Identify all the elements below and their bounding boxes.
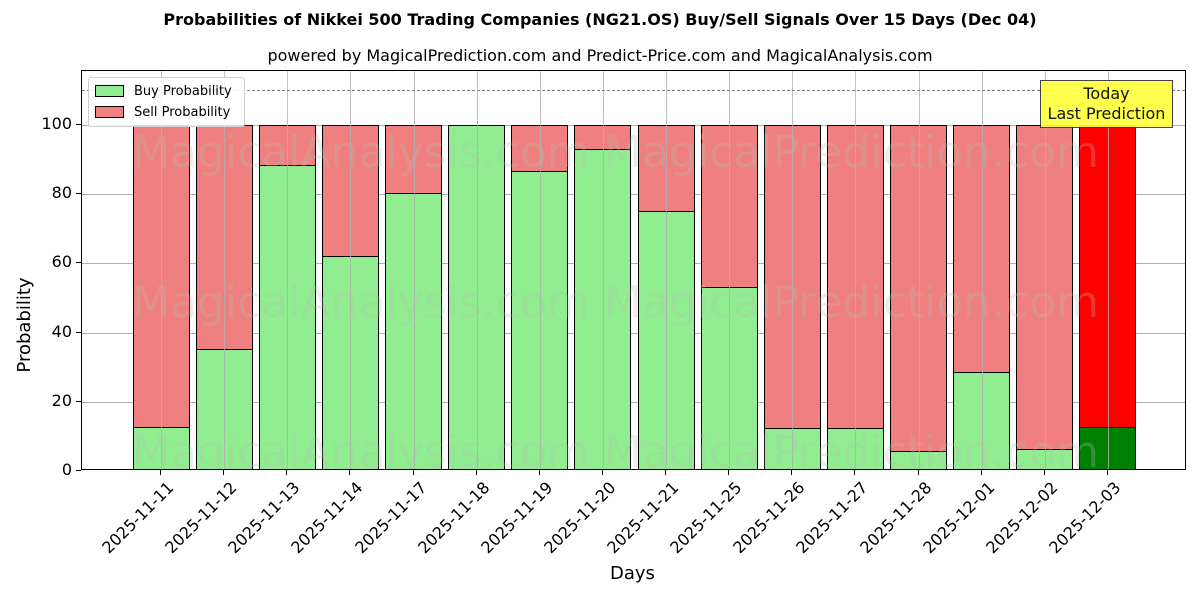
gridline-v xyxy=(224,71,226,469)
legend: Buy Probability Sell Probability xyxy=(88,77,245,127)
y-tick-label: 20 xyxy=(51,390,72,410)
x-axis-label: Days xyxy=(610,563,655,584)
gridline-v xyxy=(476,71,478,469)
x-tick-mark xyxy=(475,470,477,475)
y-tick-mark xyxy=(76,124,81,125)
x-tick-mark xyxy=(854,470,856,475)
gridline-v xyxy=(792,71,794,469)
buy-swatch-icon xyxy=(95,85,124,97)
gridline-h xyxy=(82,263,1185,265)
sell-swatch-icon xyxy=(95,106,124,118)
plot-area: MagicalAnalysis.com MagicalPrediction.com… xyxy=(81,70,1186,470)
x-tick-mark xyxy=(728,470,730,475)
x-tick-mark xyxy=(601,470,603,475)
threshold-line xyxy=(82,90,1185,91)
legend-item-sell: Sell Probability xyxy=(95,104,230,120)
x-tick-mark xyxy=(1043,470,1045,475)
y-tick-mark xyxy=(76,262,81,264)
gridline-v xyxy=(1044,71,1046,469)
gridline-v xyxy=(161,71,162,469)
x-tick-mark xyxy=(538,470,540,475)
gridline-v xyxy=(350,71,352,469)
gridline-v xyxy=(918,71,920,469)
gridline-v xyxy=(981,71,983,469)
chart-subtitle: powered by MagicalPrediction.com and Pre… xyxy=(267,46,933,65)
y-tick-label: 40 xyxy=(51,321,72,341)
x-tick-mark xyxy=(665,470,667,475)
x-tick-mark xyxy=(412,470,414,475)
gridline-v xyxy=(855,71,857,469)
y-tick-label: 0 xyxy=(61,460,72,479)
gridline-h xyxy=(82,332,1185,334)
legend-buy-label: Buy Probability xyxy=(134,83,232,99)
gridline-v xyxy=(729,71,731,469)
y-axis-label: Probability xyxy=(14,277,35,373)
x-tick-mark xyxy=(349,470,351,475)
y-tick-mark xyxy=(76,470,81,471)
annotation-line-2: Last Prediction xyxy=(1047,104,1166,123)
x-tick-mark xyxy=(917,470,919,475)
x-tick-mark xyxy=(791,470,793,475)
chart-title: Probabilities of Nikkei 500 Trading Comp… xyxy=(163,10,1037,29)
x-tick-mark xyxy=(1106,470,1108,475)
gridline-h xyxy=(82,401,1185,403)
annotation-line-1: Today xyxy=(1083,84,1130,103)
today-annotation: Today Last Prediction xyxy=(1040,80,1173,128)
y-tick-mark xyxy=(76,331,81,333)
gridline-v xyxy=(602,71,604,469)
gridline-h xyxy=(82,194,1185,196)
gridline-h xyxy=(82,125,1185,126)
legend-item-buy: Buy Probability xyxy=(95,83,232,99)
y-tick-label: 80 xyxy=(51,183,72,203)
y-axis-label-wrap: Probability xyxy=(14,277,38,445)
gridline-v xyxy=(413,71,415,469)
y-tick-label: 60 xyxy=(51,252,72,272)
x-tick-mark xyxy=(286,470,288,475)
x-tick-mark xyxy=(223,470,225,475)
x-tick-mark xyxy=(160,470,161,475)
gridline-v xyxy=(1107,71,1109,469)
gridline-v xyxy=(539,71,541,469)
x-tick-mark xyxy=(980,470,982,475)
y-tick-mark xyxy=(76,193,81,195)
y-tick-mark xyxy=(76,400,81,402)
legend-sell-label: Sell Probability xyxy=(134,104,231,120)
gridline-v xyxy=(287,71,289,469)
y-tick-label: 100 xyxy=(41,114,72,133)
gridline-v xyxy=(666,71,668,469)
